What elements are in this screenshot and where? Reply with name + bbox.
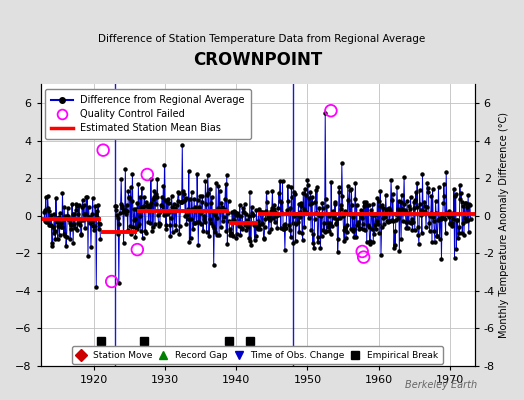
Point xyxy=(99,147,107,153)
Text: Berkeley Earth: Berkeley Earth xyxy=(405,380,477,390)
Text: Difference of Station Temperature Data from Regional Average: Difference of Station Temperature Data f… xyxy=(99,34,425,44)
Point xyxy=(143,171,151,178)
Title: CROWNPOINT: CROWNPOINT xyxy=(193,51,322,69)
Point xyxy=(358,248,366,255)
Point xyxy=(133,246,141,253)
Point xyxy=(107,278,116,285)
Y-axis label: Monthly Temperature Anomaly Difference (°C): Monthly Temperature Anomaly Difference (… xyxy=(499,112,509,338)
Point xyxy=(359,254,368,260)
Legend: Station Move, Record Gap, Time of Obs. Change, Empirical Break: Station Move, Record Gap, Time of Obs. C… xyxy=(72,346,443,364)
Point xyxy=(327,108,335,114)
